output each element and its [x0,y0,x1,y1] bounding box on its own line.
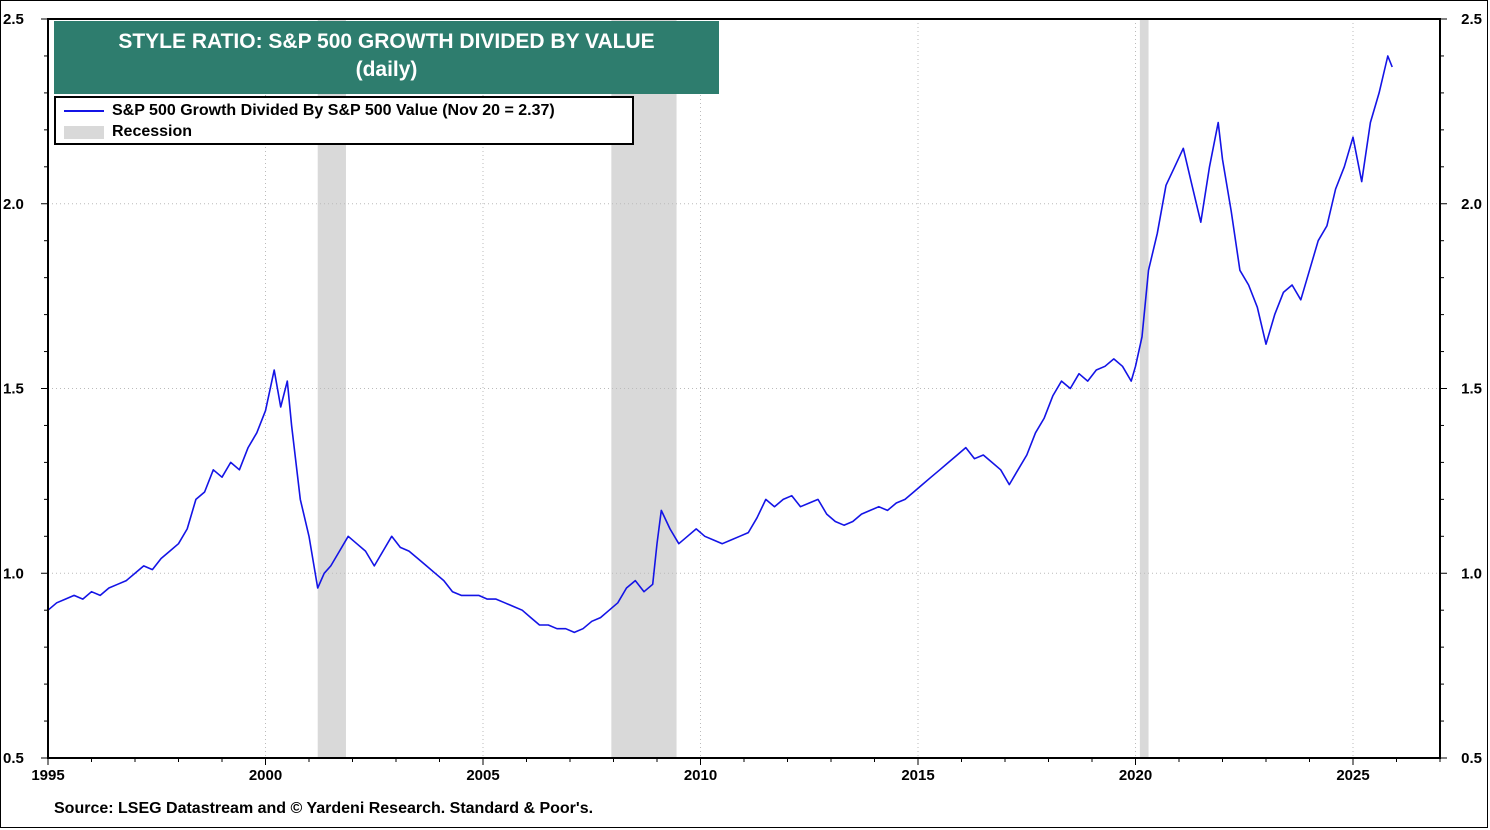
legend-item-series: S&P 500 Growth Divided By S&P 500 Value … [64,101,555,121]
y-tick-label-right-0.5: 0.5 [1461,750,1482,767]
legend-series-label: S&P 500 Growth Divided By S&P 500 Value … [112,102,555,119]
legend-recession-swatch [64,125,104,139]
x-tick-label-2025: 2025 [1336,767,1369,784]
y-tick-label-right-2.0: 2.0 [1461,196,1482,213]
y-tick-label-left-2.5: 2.5 [3,11,24,28]
chart-title-box: STYLE RATIO: S&P 500 GROWTH DIVIDED BY V… [54,21,719,94]
gridlines [48,19,1440,758]
y-tick-label-right-2.5: 2.5 [1461,11,1482,28]
y-tick-label-right-1.5: 1.5 [1461,381,1482,398]
x-tick-label-2015: 2015 [901,767,934,784]
y-tick-label-left-2.0: 2.0 [3,196,24,213]
y-tick-label-left-1.0: 1.0 [3,565,24,582]
legend-recession-label: Recession [112,123,193,140]
x-tick-label-2010: 2010 [684,767,717,784]
y-tick-label-left-0.5: 0.5 [3,750,24,767]
x-tick-label-1995: 1995 [31,767,64,784]
y-tick-label-left-1.5: 1.5 [3,381,24,398]
x-tick-label-2005: 2005 [466,767,499,784]
x-tick-label-2000: 2000 [249,767,282,784]
legend-item-recession: Recession [64,122,192,142]
source-note: Source: LSEG Datastream and © Yardeni Re… [54,800,594,817]
x-tick-label-2020: 2020 [1119,767,1152,784]
y-tick-label-right-1.0: 1.0 [1461,565,1482,582]
chart-subtitle: (daily) [355,58,418,81]
axes [41,18,1447,765]
legend: S&P 500 Growth Divided By S&P 500 Value … [54,96,634,145]
legend-line-swatch [64,110,104,112]
series-layer [47,55,1393,634]
chart-title: STYLE RATIO: S&P 500 GROWTH DIVIDED BY V… [118,30,655,53]
tick-labels: 1995 2000 2005 2010 2015 2020 2025 0.5 0.5 1.0 1.0… [3,11,1482,784]
series-line-0 [47,55,1393,634]
